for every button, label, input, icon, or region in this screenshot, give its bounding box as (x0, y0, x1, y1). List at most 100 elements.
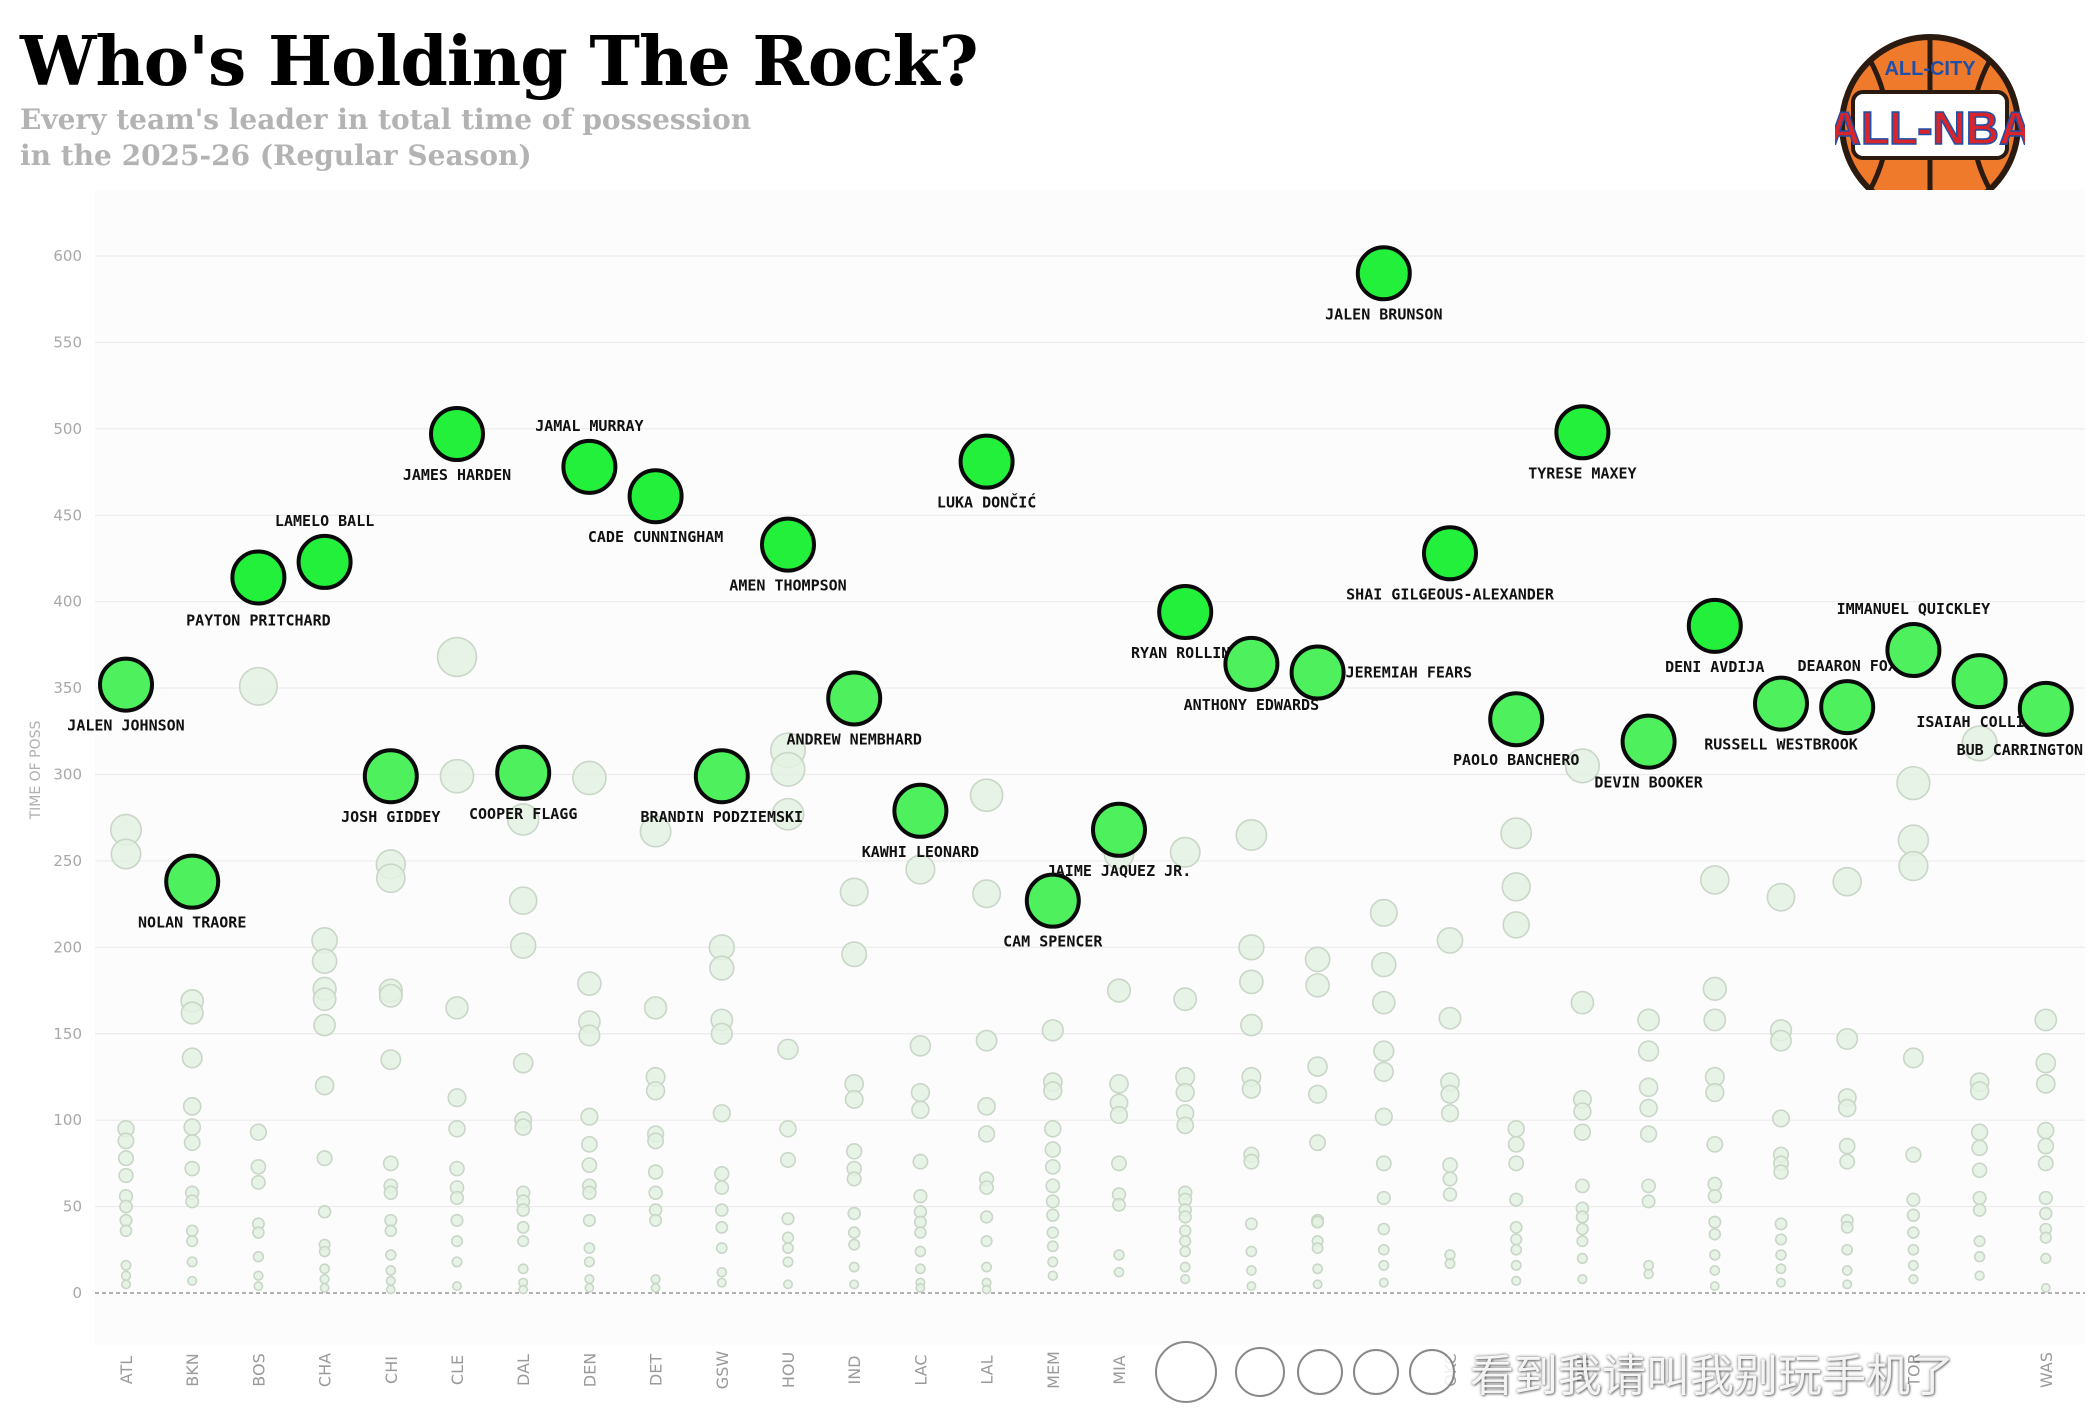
data-point (1173, 987, 1198, 1012)
data-point (1312, 1263, 1323, 1275)
data-point (1699, 865, 1730, 895)
x-tick-label: CHI (382, 1356, 401, 1384)
data-label: ISAIAH COLLIER (1916, 713, 2043, 731)
data-point (182, 1097, 202, 1116)
data-point (378, 983, 403, 1008)
data-point (1436, 927, 1464, 954)
y-tick-label: 450 (53, 506, 82, 524)
data-point (1438, 1006, 1462, 1030)
data-point (782, 1242, 794, 1254)
x-tick-label: DAL (514, 1354, 533, 1386)
data-label: DENI AVDIJA (1665, 658, 1764, 676)
data-point (375, 863, 406, 894)
data-point (1169, 836, 1201, 868)
data-point (119, 1213, 133, 1227)
data-point (1377, 1222, 1391, 1236)
data-point (516, 1203, 531, 1217)
data-point (1378, 1259, 1390, 1271)
leader-point-uta: ISAIAH COLLIER (1916, 653, 2044, 731)
data-point (1773, 1164, 1789, 1180)
data-point (1576, 1235, 1589, 1248)
data-point (448, 1120, 466, 1138)
data-point (119, 1224, 133, 1238)
data-point (1369, 898, 1398, 927)
data-point (578, 1024, 601, 1047)
data-point (1239, 969, 1264, 995)
data-point-leader (892, 782, 949, 839)
leader-point-okc: SHAI GILGEOUS-ALEXANDER (1346, 525, 1555, 603)
data-point (839, 877, 869, 907)
data-point (1112, 1197, 1126, 1212)
data-point (314, 1075, 335, 1096)
data-point (1839, 1153, 1856, 1170)
data-point (1639, 1098, 1658, 1118)
data-point (1907, 1243, 1920, 1256)
data-point (1444, 1258, 1456, 1270)
x-tick-label: PHI (1573, 1357, 1592, 1383)
data-point (977, 1125, 996, 1143)
leader-point-cha: LAMELO BALL (275, 512, 374, 590)
data-point (981, 1261, 993, 1273)
data-point (380, 1049, 402, 1071)
data-point (1509, 1192, 1524, 1207)
data-point (517, 1263, 529, 1275)
data-point-leader (164, 853, 221, 910)
data-point (779, 1151, 797, 1168)
data-point-leader (958, 433, 1015, 490)
leader-point-mem: CAM SPENCER (1003, 872, 1103, 951)
x-tick-label: CLE (448, 1355, 467, 1385)
logo-top-text: ALL-CITY (1884, 58, 1976, 80)
data-point (910, 1082, 931, 1103)
data-point (1510, 1233, 1523, 1246)
data-point (1044, 1120, 1062, 1138)
y-axis-label: TIME OF POSS (28, 720, 44, 820)
data-point (1706, 1135, 1724, 1153)
data-point (1973, 1235, 1986, 1248)
data-point (1841, 1243, 1854, 1256)
data-point (1774, 1233, 1788, 1246)
data-point (1971, 1162, 1988, 1179)
data-point (2034, 1008, 2058, 1032)
data-point-leader (826, 670, 883, 727)
data-point (580, 1135, 598, 1153)
data-point (972, 879, 1002, 909)
data-point (782, 1256, 794, 1268)
data-point (645, 1081, 666, 1101)
data-point (449, 1190, 465, 1206)
data-point (846, 1171, 862, 1187)
data-point (1109, 1073, 1129, 1094)
data-point (1770, 1029, 1792, 1052)
data-point (1837, 1098, 1857, 1118)
subtitle-line-1: Every team's leader in total time of pos… (20, 103, 752, 136)
data-point (1570, 990, 1595, 1015)
data-point (1840, 1220, 1854, 1234)
data-point (1176, 1116, 1195, 1135)
data-point (714, 1166, 730, 1182)
data-point (1641, 1178, 1657, 1194)
data-point (647, 1164, 664, 1180)
x-tick-label: TOR (1904, 1353, 1923, 1387)
data-point (253, 1270, 264, 1281)
data-point (980, 1235, 993, 1248)
data-point (583, 1256, 595, 1268)
data-point (1908, 1274, 1919, 1285)
data-point (1179, 1235, 1192, 1248)
data-point (1510, 1243, 1523, 1256)
data-point (715, 1220, 729, 1234)
data-point (650, 1274, 661, 1285)
data-point (1111, 1155, 1127, 1172)
data-point (1106, 978, 1132, 1003)
data-point (915, 1263, 926, 1275)
data-point (979, 1180, 994, 1195)
x-tick-label: BOS (249, 1353, 268, 1386)
data-point (2039, 1206, 2053, 1221)
data-point-leader (1620, 713, 1677, 770)
data-point (117, 1132, 135, 1150)
data-point-leader (1422, 525, 1478, 582)
data-label: BRANDIN PODZIEMSKI (641, 808, 804, 826)
data-point-leader (1885, 622, 1942, 679)
data-point (311, 948, 338, 975)
data-point (913, 1215, 927, 1229)
data-point (187, 1275, 198, 1286)
data-point (252, 1251, 265, 1263)
